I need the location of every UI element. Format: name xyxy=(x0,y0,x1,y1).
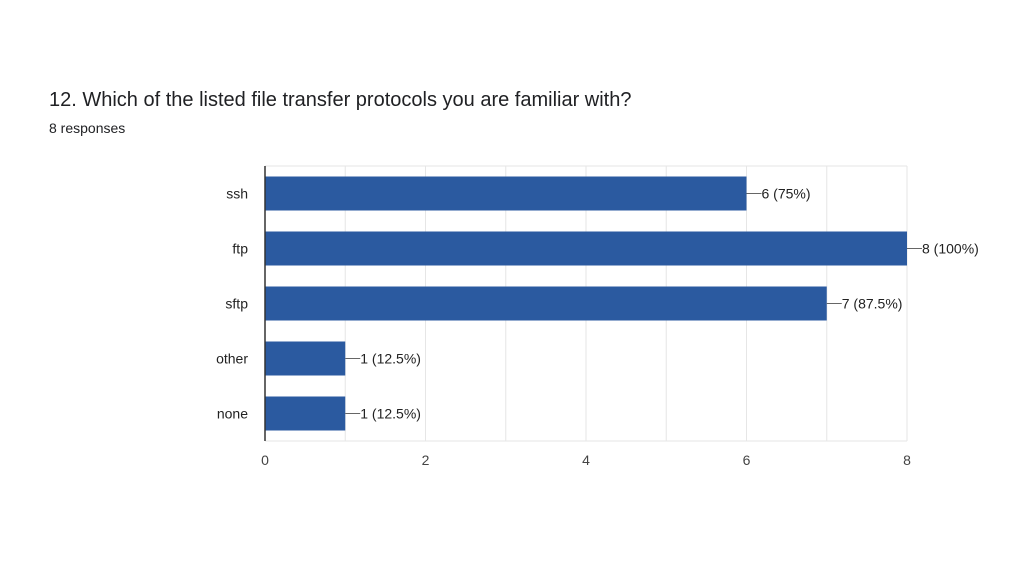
category-label: ftp xyxy=(232,241,248,257)
x-tick-label: 2 xyxy=(422,452,430,468)
bar-none xyxy=(265,396,346,431)
question-title: 12. Which of the listed file transfer pr… xyxy=(49,89,632,111)
category-label: sftp xyxy=(225,296,248,312)
category-label: other xyxy=(216,351,248,367)
x-tick-label: 4 xyxy=(582,452,590,468)
bar-sftp xyxy=(265,286,827,321)
x-tick-label: 0 xyxy=(261,452,269,468)
category-label: none xyxy=(217,406,248,422)
grid-layer xyxy=(265,165,908,442)
response-count: 8 responses xyxy=(49,120,126,136)
value-label: 1 (12.5%) xyxy=(360,351,421,367)
bar-ftp xyxy=(265,231,907,266)
value-label: 8 (100%) xyxy=(922,241,979,257)
axis-layer: 0 2 4 6 8 xyxy=(261,166,911,468)
bar-other xyxy=(265,341,346,376)
category-label: ssh xyxy=(226,186,248,202)
value-label: 6 (75%) xyxy=(762,186,811,202)
x-tick-label: 6 xyxy=(743,452,751,468)
label-layer: ssh 6 (75%) ftp 8 (100%) sftp 7 (87.5%) other 1… xyxy=(216,186,979,422)
bar-ssh xyxy=(265,176,747,211)
x-tick-label: 8 xyxy=(903,452,911,468)
value-label: 1 (12.5%) xyxy=(360,406,421,422)
bar-layer xyxy=(265,176,907,431)
value-label: 7 (87.5%) xyxy=(842,296,903,312)
